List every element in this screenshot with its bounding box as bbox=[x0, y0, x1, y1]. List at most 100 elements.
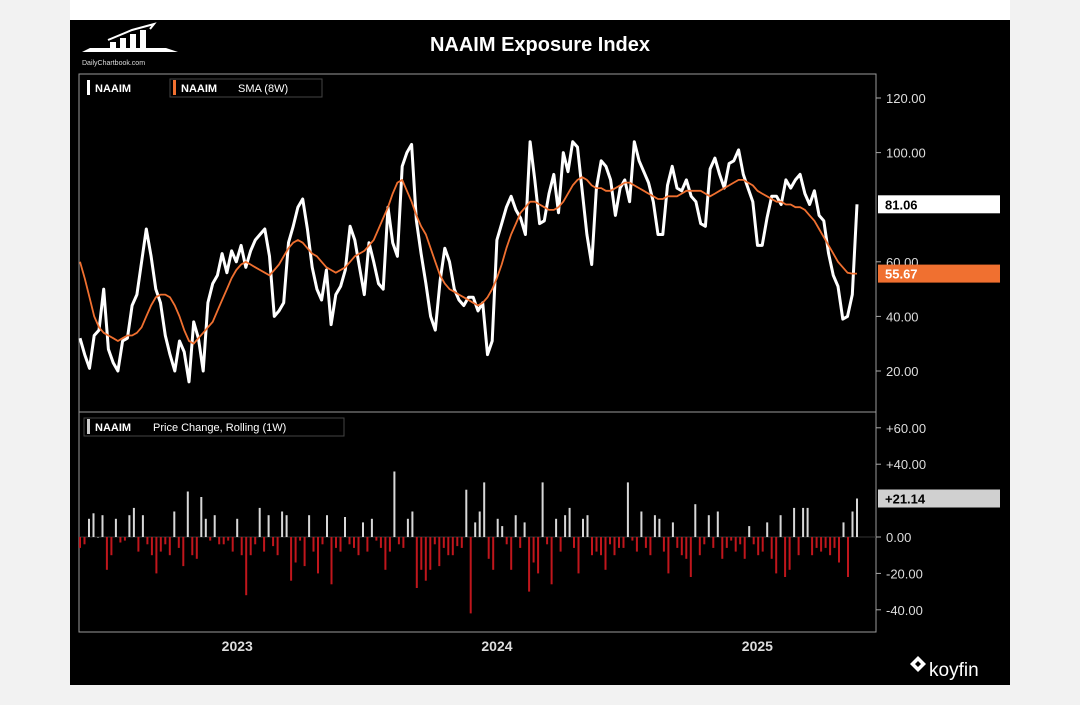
chart-title: NAAIM Exposure Index bbox=[430, 34, 650, 56]
change-bar bbox=[478, 511, 481, 537]
change-bar bbox=[559, 537, 562, 552]
change-bar bbox=[537, 537, 540, 574]
x-tick-label: 2025 bbox=[742, 638, 773, 654]
x-tick-label: 2023 bbox=[222, 638, 253, 654]
naaim-last-value: 81.06 bbox=[885, 197, 918, 212]
change-bar bbox=[662, 537, 665, 552]
change-bar bbox=[447, 537, 450, 556]
change-bar bbox=[609, 537, 611, 545]
change-bar bbox=[833, 537, 836, 548]
change-bar bbox=[716, 511, 719, 537]
top-strip bbox=[70, 0, 1010, 20]
change-bar bbox=[626, 482, 629, 537]
change-bar bbox=[397, 537, 400, 545]
change-bar bbox=[299, 537, 302, 541]
change-bar bbox=[595, 537, 598, 552]
change-bar bbox=[312, 537, 315, 552]
watermark-logo: DailyChartbook.com bbox=[82, 22, 178, 67]
change-bar bbox=[640, 511, 643, 537]
change-bar bbox=[79, 537, 81, 548]
change-bar bbox=[263, 537, 266, 552]
x-tick-label: 2024 bbox=[481, 638, 512, 654]
change-bar bbox=[847, 537, 849, 577]
logo-bar bbox=[140, 30, 146, 50]
change-bar bbox=[366, 537, 369, 552]
legend-sma: NAAIM SMA (8W) bbox=[169, 78, 323, 98]
change-bar bbox=[231, 537, 234, 552]
change-bar bbox=[757, 537, 760, 556]
change-bar bbox=[725, 537, 728, 548]
logo-bar bbox=[110, 42, 116, 50]
change-bar bbox=[788, 537, 791, 570]
change-bar bbox=[824, 537, 827, 548]
change-bar bbox=[173, 511, 176, 537]
y-tick-label: +60.00 bbox=[886, 421, 926, 436]
change-bar bbox=[88, 518, 90, 537]
change-bar bbox=[254, 537, 257, 545]
change-bar bbox=[689, 537, 692, 577]
change-bar bbox=[523, 522, 526, 537]
change-bar bbox=[213, 515, 216, 537]
change-bar bbox=[793, 507, 796, 537]
change-bar bbox=[379, 537, 382, 548]
change-bar bbox=[438, 537, 441, 567]
change-bar bbox=[249, 537, 252, 556]
change-bar bbox=[97, 537, 99, 538]
change-bar bbox=[680, 537, 683, 556]
change-bar bbox=[442, 537, 445, 548]
change-bar bbox=[159, 537, 162, 552]
change-bar bbox=[357, 537, 360, 556]
change-bar bbox=[550, 537, 553, 585]
change-bar bbox=[272, 537, 275, 547]
change-bar bbox=[141, 515, 144, 537]
change-bar bbox=[748, 526, 751, 537]
change-bar bbox=[344, 517, 346, 537]
change-bar bbox=[258, 507, 261, 537]
legend-naaim: NAAIM bbox=[87, 80, 131, 95]
change-bar bbox=[739, 537, 742, 545]
change-bar bbox=[236, 518, 239, 537]
change-bar bbox=[245, 537, 248, 596]
legend-swatch bbox=[87, 80, 90, 95]
change-bar bbox=[707, 515, 710, 537]
change-bar bbox=[514, 515, 517, 537]
change-bar bbox=[384, 537, 387, 570]
change-bar bbox=[294, 537, 297, 563]
legend-change-label: NAAIM bbox=[95, 422, 131, 434]
watermark-text: DailyChartbook.com bbox=[82, 60, 145, 67]
change-bar bbox=[83, 537, 86, 545]
change-bar bbox=[505, 537, 508, 545]
change-bar bbox=[676, 537, 679, 548]
change-bar bbox=[806, 507, 809, 537]
logo-bar bbox=[120, 38, 126, 50]
change-bar bbox=[568, 507, 571, 537]
change-bar bbox=[582, 518, 584, 537]
y-tick-label: 100.00 bbox=[886, 146, 926, 161]
change-bar bbox=[429, 537, 432, 570]
change-bar bbox=[168, 537, 171, 556]
change-bar bbox=[752, 537, 755, 545]
legend-swatch bbox=[173, 80, 176, 95]
change-bar bbox=[303, 537, 306, 567]
naaim-last-value-badge bbox=[878, 195, 1000, 214]
change-bar bbox=[653, 515, 656, 537]
change-bar bbox=[644, 537, 647, 548]
change-bar bbox=[492, 537, 495, 570]
change-bar bbox=[519, 537, 522, 548]
change-bar bbox=[528, 537, 531, 592]
change-bar bbox=[290, 537, 293, 581]
legend-change-label2: Price Change, Rolling (1W) bbox=[153, 422, 286, 434]
change-bar bbox=[132, 507, 135, 537]
y-tick-label: 120.00 bbox=[886, 91, 926, 106]
change-bar bbox=[856, 498, 858, 537]
change-bar bbox=[721, 537, 724, 559]
change-bar bbox=[779, 515, 782, 537]
change-bar bbox=[393, 471, 396, 537]
lower-panel bbox=[78, 411, 877, 633]
change-bar bbox=[456, 537, 459, 547]
change-bar bbox=[618, 537, 620, 548]
change-bar bbox=[797, 537, 800, 556]
change-bar bbox=[730, 537, 733, 541]
change-bar bbox=[784, 537, 787, 577]
change-bar bbox=[222, 537, 225, 545]
